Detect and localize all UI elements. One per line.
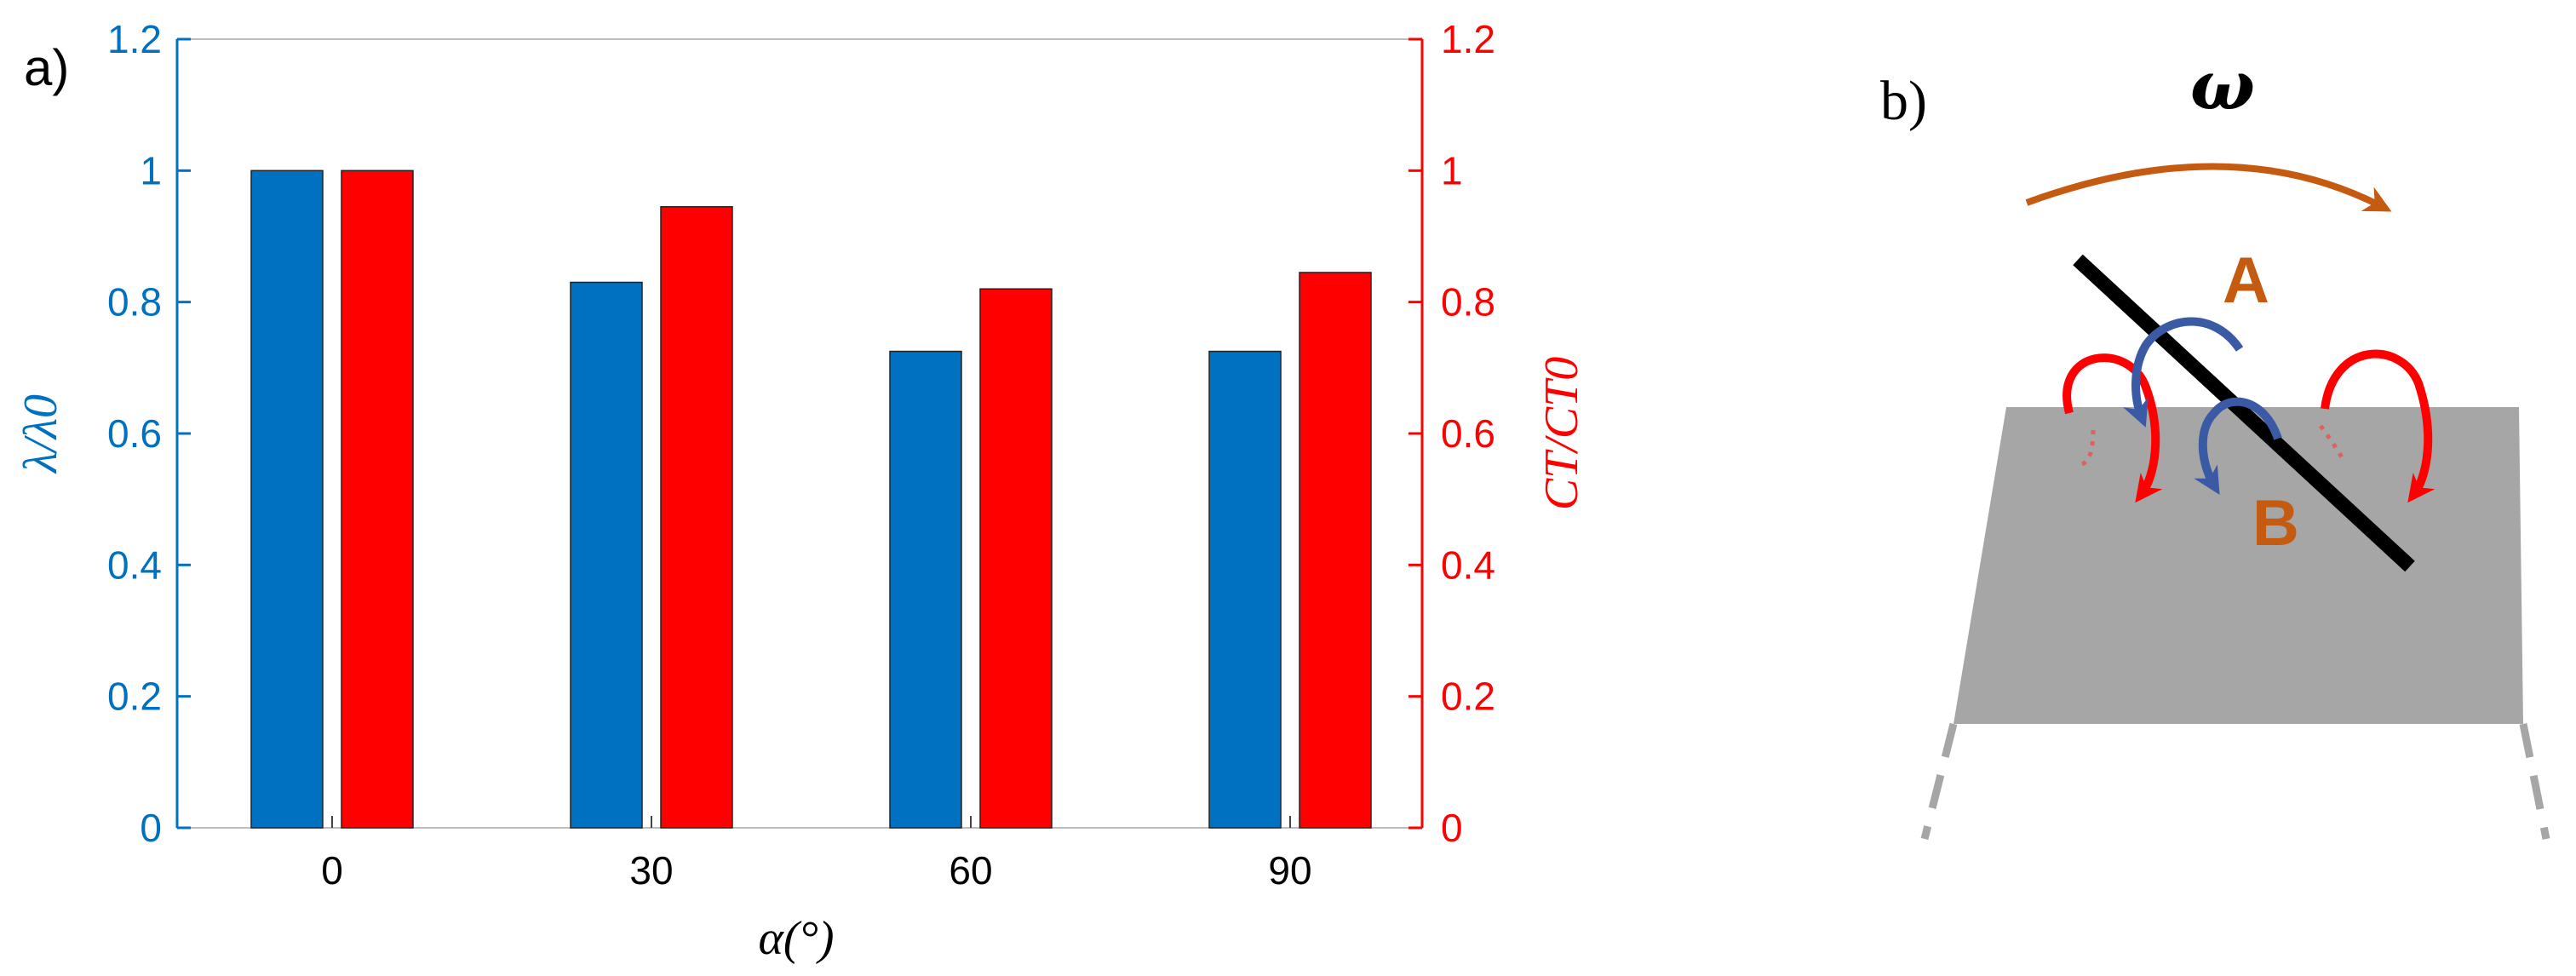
black-line	[2073, 254, 2415, 572]
bar-blue-30	[570, 281, 643, 829]
right-y-ticks: 0 0.2 0.4 0.6 0.8 1 1.2	[1408, 17, 1495, 850]
left-leg	[1920, 722, 1958, 841]
left-y-axis-label: λ/λ0	[14, 394, 67, 474]
x-ticks: 0 30 60 90	[321, 816, 1312, 893]
right-tick-label: 0.2	[1441, 675, 1495, 719]
right-tick-label: 1.2	[1441, 17, 1495, 61]
left-tick-label: 1	[140, 148, 162, 192]
x-tick-label: 60	[949, 848, 992, 893]
navy-vortex-arrow-lower-icon	[2194, 397, 2282, 495]
red-vortex-arrow-right-icon	[2321, 349, 2435, 503]
right-tick-label: 0.6	[1441, 411, 1495, 456]
bar-red-0	[341, 169, 414, 829]
rotation-arrow-icon	[2025, 163, 2392, 212]
left-tick-label: 0.2	[107, 675, 162, 719]
right-tick-label: 1	[1441, 148, 1463, 192]
panel-a-label: a)	[24, 39, 69, 96]
left-tick-label: 0.8	[107, 280, 162, 324]
omega-label: ω	[2190, 45, 2255, 125]
right-tick-label: 0.4	[1441, 543, 1495, 587]
left-tick-label: 0.6	[107, 411, 162, 456]
panel-b-label: b)	[1880, 70, 1927, 132]
label-b: B	[2252, 487, 2299, 560]
right-tick-label: 0	[1441, 806, 1463, 850]
left-tick-label: 0.4	[107, 543, 162, 587]
red-vortex-arrow-left-icon	[2063, 353, 2163, 503]
bar-red-30	[660, 206, 733, 829]
bar-blue-60	[889, 350, 962, 829]
left-y-ticks: 0 0.2 0.4 0.6 0.8 1 1.2	[107, 17, 191, 850]
left-tick-label: 1.2	[107, 17, 162, 61]
red-dotted-hint-right	[2318, 424, 2346, 462]
navy-vortex-arrow-upper-icon	[2123, 317, 2244, 428]
label-a: A	[2223, 244, 2269, 317]
gray-body	[1954, 407, 2523, 724]
bar-blue-0	[250, 169, 324, 829]
x-tick-label: 90	[1268, 848, 1311, 893]
x-axis-label: α(°)	[758, 912, 834, 965]
right-leg	[2519, 723, 2550, 840]
x-tick-label: 0	[321, 848, 343, 893]
red-dotted-hint-left	[2080, 429, 2096, 467]
x-tick-label: 30	[629, 848, 673, 893]
bar-red-60	[979, 288, 1053, 829]
bar-red-90	[1299, 272, 1372, 829]
left-tick-label: 0	[140, 806, 162, 850]
right-y-axis-label: CT/CT0	[1535, 357, 1588, 511]
bars	[250, 169, 1372, 829]
right-tick-label: 0.8	[1441, 280, 1495, 324]
bar-blue-90	[1208, 350, 1282, 829]
vortex-diagram: b) ω A B	[1880, 45, 2550, 841]
bar-chart: a) 0 0.2 0.4 0.6 0.8 1 1.2 0 0.2 0.4 0.6 0.8 1 1.2 0…	[14, 17, 1588, 965]
